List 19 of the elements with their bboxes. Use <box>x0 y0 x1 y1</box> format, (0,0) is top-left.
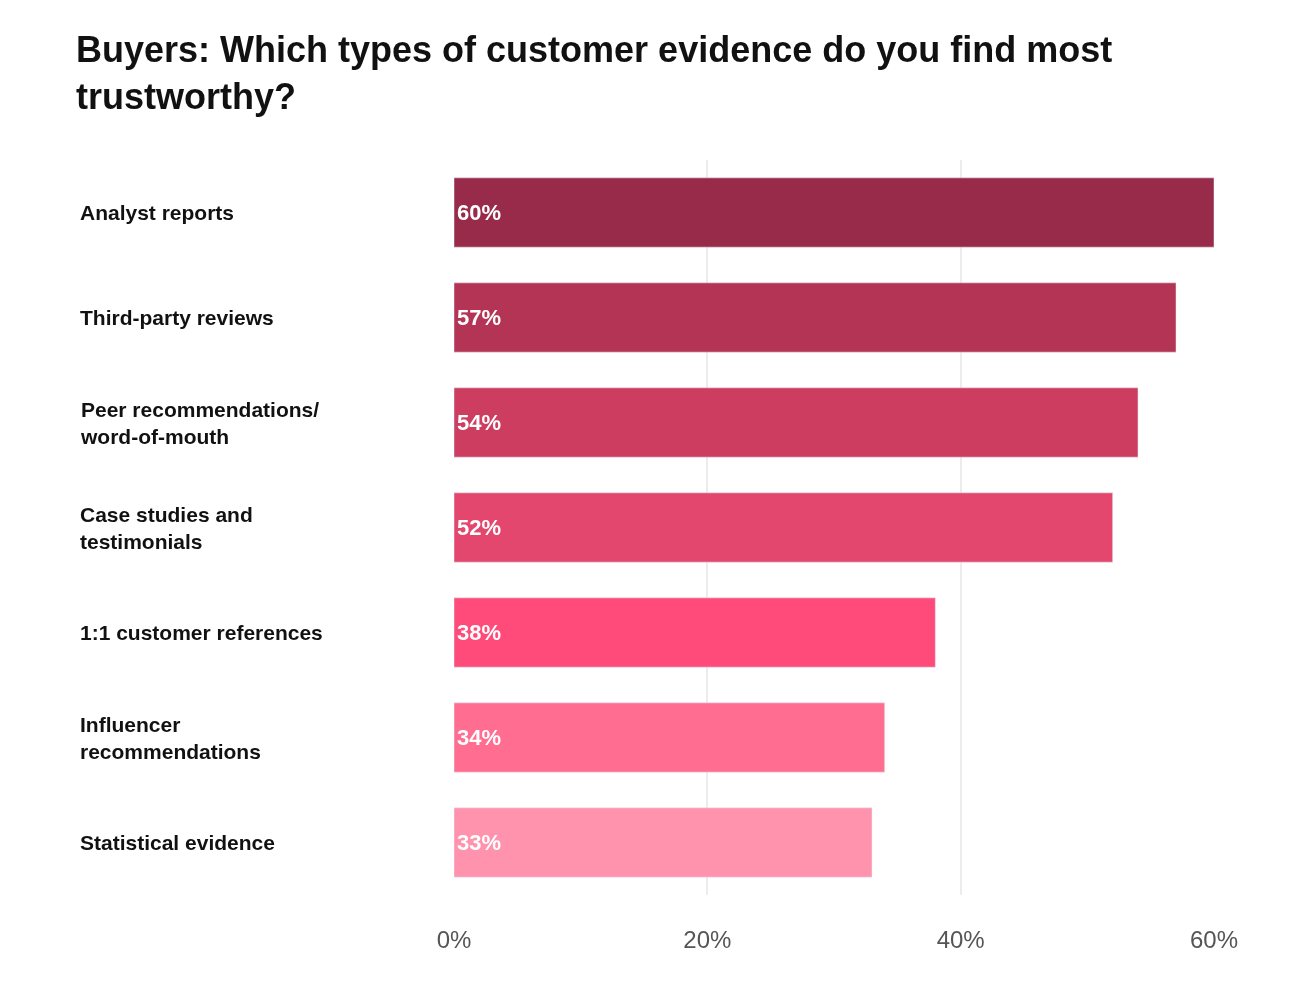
x-tick-label: 20% <box>683 926 732 953</box>
data-label: 33% <box>457 830 502 855</box>
y-tick-label: Third-party reviews <box>80 306 274 329</box>
y-tick-label: Case studies and testimonials <box>80 503 253 554</box>
data-label: 34% <box>457 725 502 750</box>
data-label: 60% <box>457 200 502 225</box>
y-tick-label: Analyst reports <box>80 201 235 224</box>
data-label: 38% <box>457 620 502 645</box>
data-label: 54% <box>457 410 502 435</box>
x-tick-label: 40% <box>936 926 985 953</box>
x-tick-label: 0% <box>436 926 472 953</box>
y-tick-label: Statistical evidence <box>80 831 275 854</box>
y-tick-label: 1:1 customer references <box>80 621 323 644</box>
data-label: 57% <box>457 305 502 330</box>
x-tick-label: 60% <box>1189 926 1239 953</box>
chart-title: Buyers: Which types of customer evidence do you find most trustworthy? <box>76 29 1113 117</box>
y-tick-label: Peer recommendations/ word-of-mouth <box>80 398 320 449</box>
data-label: 52% <box>457 515 502 540</box>
y-tick-label: Influencer recommendations <box>80 713 261 764</box>
